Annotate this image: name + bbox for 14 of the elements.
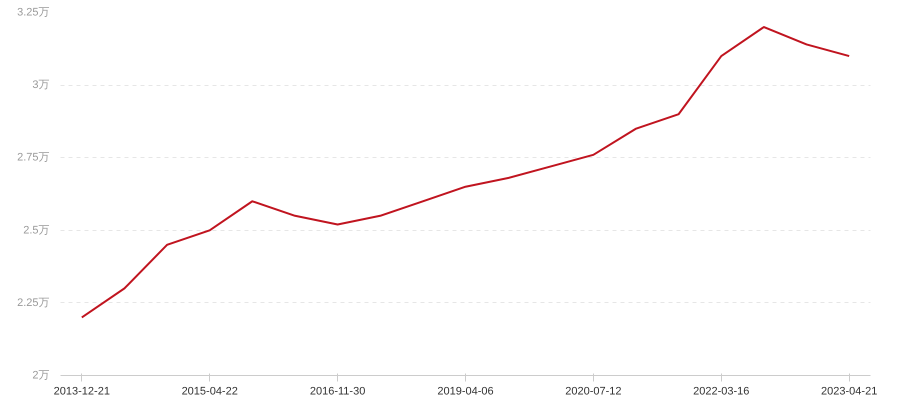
y-tick-label: 2.25万 [17,296,50,309]
y-tick-label: 3万 [32,79,50,92]
x-tick-label: 2019-04-06 [437,386,494,398]
x-tick-label: 2013-12-21 [54,386,110,398]
x-tick-label: 2023-04-21 [821,386,878,398]
x-tick-label: 2020-07-12 [565,386,622,398]
x-tick-label: 2015-04-22 [182,386,238,398]
x-tick-label: 2022-03-16 [693,386,750,398]
y-tick-label: 2.5万 [23,224,50,236]
y-tick-label: 2.75万 [17,152,50,164]
y-tick-label: 3.25万 [17,6,50,18]
x-tick-label: 2016-11-30 [310,386,366,398]
line-series [80,26,850,318]
y-tick-label: 2万 [32,370,50,382]
